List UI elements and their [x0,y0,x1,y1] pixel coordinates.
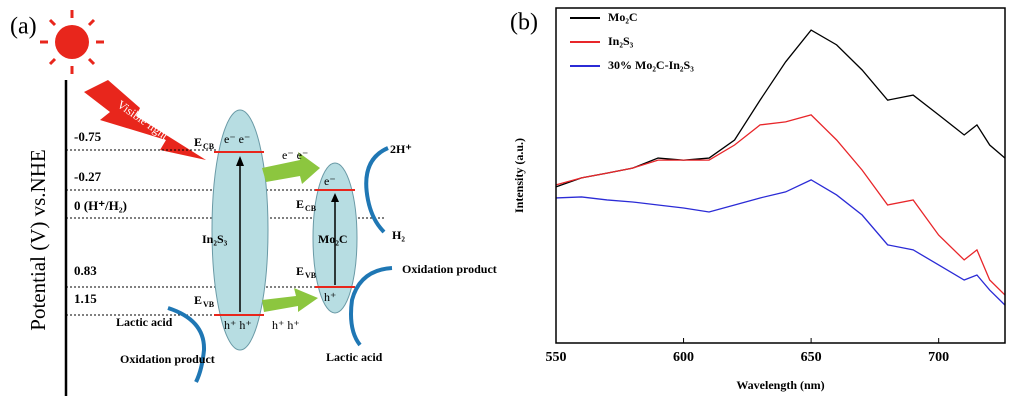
x-tick-label: 650 [801,350,822,365]
series-line [555,179,1006,306]
x-tick-label: 600 [673,350,694,365]
reduction-out: H₂ [392,228,405,242]
x-tick-label: 700 [928,350,949,365]
arrow-head [331,193,339,202]
legend-label: 30% Mo₂C-In₂S₃ [608,58,694,72]
band-label: E [194,293,202,307]
reduction-in: 2H⁺ [390,142,412,156]
band-label-sub: CB [203,142,215,151]
level-label: -0.27 [74,169,102,184]
oxidation-product: Oxidation product [402,262,497,276]
hole-transfer-arrow [262,288,318,312]
level-label: 0.83 [74,263,97,278]
plot-frame [555,7,1006,344]
y-axis-label: Intensity (a.u.) [512,138,526,213]
material-label: Mo₂C [318,232,348,246]
material-label: In₂S₃ [202,232,228,246]
light-bolt [84,80,206,160]
arrow-head [236,156,244,166]
oxidation-arrow [349,266,393,347]
transfer-electrons: e⁻ e⁻ [282,148,308,162]
transfer-holes: h⁺ h⁺ [272,318,300,332]
sun [40,10,104,74]
electrons: e⁻ [324,174,336,188]
band-label: E [194,135,202,149]
x-axis-label: Wavelength (nm) [736,378,824,392]
series-line [555,114,1006,296]
oxidation-reactant: Lactic acid [326,350,383,364]
holes: h⁺ h⁺ [224,318,252,332]
electrons: e⁻ e⁻ [224,132,250,146]
band-label-sub: VB [305,271,317,280]
oxidation-arrow [167,306,207,383]
level-label: 0 (H⁺/H₂) [74,198,127,213]
band-label: E [296,197,304,211]
panel-label: (a) [10,14,37,40]
reduction-arrow [364,146,389,234]
axis-label: Potential (V) vs.NHE [26,149,50,330]
oxidation-reactant: Lactic acid [116,315,173,329]
panel-a: (a) Potential (V) vs.NHE Visible light -… [10,10,497,396]
series-line [555,29,1006,188]
holes: h⁺ [324,290,336,304]
x-tick-label: 550 [546,350,567,365]
panel-b: (b) Intensity (a.u.) Wavelength (nm) 550 600… [510,7,1006,392]
oxidation-product: Oxidation product [120,352,215,366]
legend-label: In₂S₃ [608,34,634,48]
electron-transfer-arrow [262,152,320,184]
legend-label: Mo₂C [608,10,638,24]
band-label-sub: VB [203,300,215,309]
band-label-sub: CB [305,204,317,213]
band-label: E [296,264,304,278]
panel-label: (b) [510,10,538,36]
level-label: 1.15 [74,291,97,306]
level-label: -0.75 [74,129,102,144]
